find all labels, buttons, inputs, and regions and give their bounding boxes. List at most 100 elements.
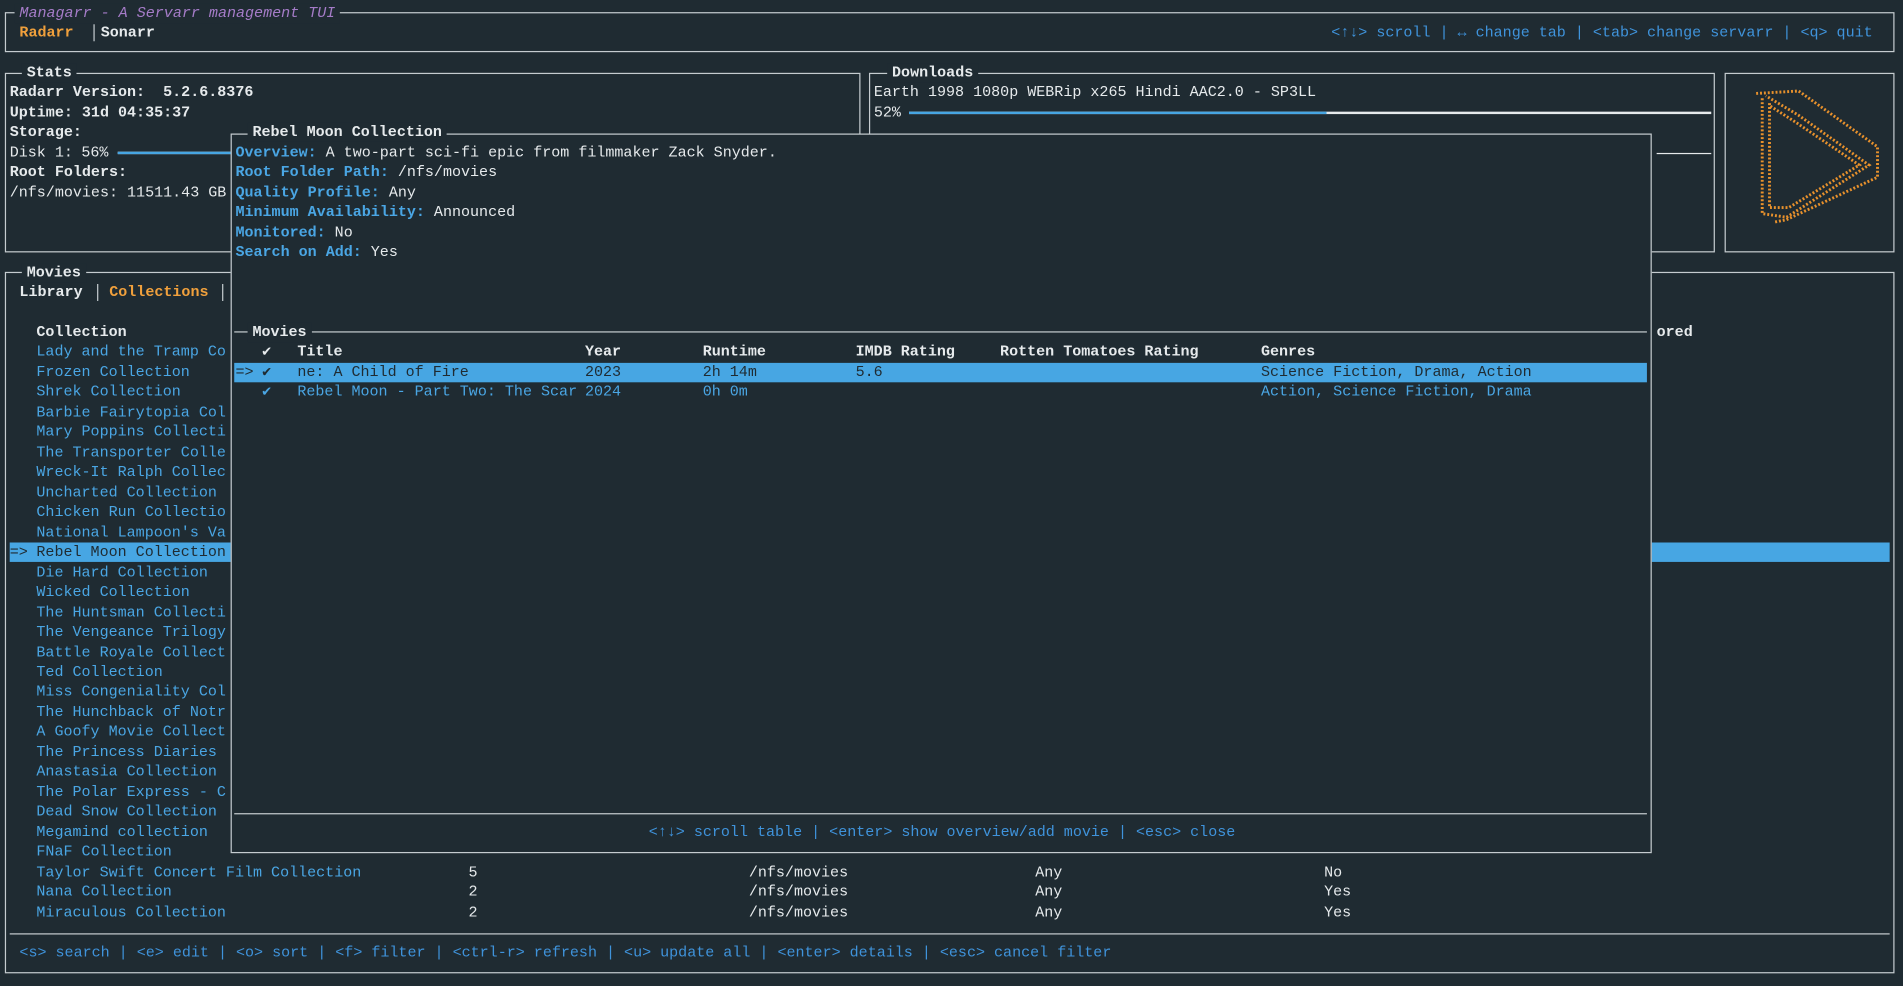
tab[interactable]: Collections <box>109 283 208 302</box>
column-header: Title <box>297 343 342 362</box>
stat: Storage: <box>10 123 82 142</box>
column-header: Collection <box>36 323 126 342</box>
panel-title: Downloads <box>887 63 978 82</box>
tab[interactable]: Sonarr <box>101 23 155 42</box>
table-cell: No <box>1324 863 1342 882</box>
table-cell: Any <box>1035 903 1062 922</box>
detail-label: Monitored: <box>235 224 325 241</box>
table-cell: Anastasia Collection <box>36 763 216 782</box>
table-cell: ✔ <box>262 383 271 402</box>
column-header: IMDB Rating <box>856 343 955 362</box>
subtable-title: Movies <box>248 323 312 342</box>
table-cell: ✔ <box>262 363 271 382</box>
detail-value: No <box>335 224 353 241</box>
table-cell: Megamind collection <box>36 823 207 842</box>
detail-label: Quality Profile: <box>235 184 379 201</box>
detail-line: Search on Add:Yes <box>235 243 397 262</box>
table-cell: Rebel Moon - Part Two: The Scar <box>297 383 577 402</box>
table-cell: 5 <box>468 863 477 882</box>
detail-line: Root Folder Path: /nfs/movies <box>235 163 497 182</box>
table-cell: National Lampoon's Va <box>36 523 226 542</box>
row-marker: => <box>10 543 28 562</box>
table-cell: Barbie Fairytopia Col <box>36 403 226 422</box>
stat: Radarr Version: 5.2.6.8376 <box>10 83 254 102</box>
table-cell: Wreck-It Ralph Collec <box>36 463 226 482</box>
table-cell: The Polar Express - C <box>36 783 226 802</box>
column-header: Year <box>585 343 621 362</box>
table-cell: Ted Collection <box>36 663 162 682</box>
table-cell: The Transporter Colle <box>36 443 226 462</box>
disk-percent: 56% <box>81 143 108 162</box>
logo-box <box>1725 73 1895 253</box>
detail-value: A two-part sci-fi epic from filmmaker Za… <box>326 144 777 161</box>
tab[interactable]: Radarr <box>19 23 73 42</box>
table-cell: 2h 14m <box>703 363 757 382</box>
tab-separator <box>93 24 94 41</box>
table-cell: 2023 <box>585 363 621 382</box>
table-cell: The Hunchback of Notr <box>36 703 226 722</box>
tab[interactable]: Library <box>19 283 82 302</box>
table-cell: Miraculous Collection <box>36 903 226 922</box>
detail-value: Announced <box>434 204 515 221</box>
help-text: <↑↓> scroll | ↔ change tab | <tab> chang… <box>1331 23 1872 42</box>
table-cell: Frozen Collection <box>36 363 189 382</box>
disk-label: Disk 1: <box>10 143 73 162</box>
table-cell: The Huntsman Collecti <box>36 603 226 622</box>
root-folder: /nfs/movies: 11511.43 GB <box>10 183 227 202</box>
table-cell: Miss Congeniality Col <box>36 683 226 702</box>
table-cell: The Vengeance Trilogy <box>36 623 226 642</box>
detail-value: /nfs/movies <box>398 164 497 181</box>
table-cell: Mary Poppins Collecti <box>36 423 226 442</box>
table-cell: Chicken Run Collectio <box>36 503 226 522</box>
table-cell: 0h 0m <box>703 383 748 402</box>
table-cell: 5.6 <box>856 363 883 382</box>
stat: Root Folders: <box>10 163 127 182</box>
table-cell: /nfs/movies <box>749 863 848 882</box>
download-name: Earth 1998 1080p WEBRip x265 Hindi AAC2.… <box>874 83 1316 102</box>
subtable-box <box>234 331 1647 814</box>
table-cell: FNaF Collection <box>36 843 171 862</box>
table-cell: Yes <box>1324 883 1351 902</box>
detail-line: Minimum Availability: Announced <box>235 203 515 222</box>
table-cell: 2 <box>468 903 477 922</box>
table-cell: /nfs/movies <box>749 903 848 922</box>
column-header: ored <box>1657 323 1693 342</box>
table-cell: Shrek Collection <box>36 383 180 402</box>
table-cell: Taylor Swift Concert Film Collection <box>36 863 361 882</box>
tab-separator <box>222 284 223 301</box>
row-marker: => <box>235 363 253 382</box>
detail-label: Overview: <box>235 144 316 161</box>
table-cell: Wicked Collection <box>36 583 189 602</box>
logo <box>1726 74 1896 254</box>
table-cell: Any <box>1035 883 1062 902</box>
app-title: Managarr - A Servarr management TUI <box>15 3 341 22</box>
table-cell: Science Fiction, Drama, Action <box>1261 363 1532 382</box>
table-cell: ne: A Child of Fire <box>297 363 468 382</box>
panel-title: Movies <box>22 263 86 282</box>
divider <box>10 933 1890 934</box>
gauge-fill <box>909 112 1326 114</box>
panel-title: Stats <box>22 63 77 82</box>
table-cell: Dead Snow Collection <box>36 803 216 822</box>
table-cell: /nfs/movies <box>749 883 848 902</box>
detail-line: Monitored: No <box>235 223 352 242</box>
table-cell: 2 <box>468 883 477 902</box>
table-cell: A Goofy Movie Collect <box>36 723 226 742</box>
table-cell: Battle Royale Collect <box>36 643 226 662</box>
table-cell: The Princess Diaries <box>36 743 216 762</box>
detail-label: Minimum Availability: <box>235 204 425 221</box>
table-cell: Yes <box>1324 903 1351 922</box>
column-header: Rotten Tomatoes Rating <box>1000 343 1199 362</box>
table-cell: Rebel Moon Collection <box>36 543 226 562</box>
detail-line: Quality Profile: Any <box>235 183 415 202</box>
popup-title: Rebel Moon Collection <box>248 123 447 142</box>
detail-label: Root Folder Path: <box>235 164 388 181</box>
table-cell: Uncharted Collection <box>36 483 216 502</box>
detail-value: Any <box>389 184 416 201</box>
gauge-track <box>1657 153 1712 154</box>
detail-line: Overview: A two-part sci-fi epic from fil… <box>235 143 776 162</box>
table-cell: Any <box>1035 863 1062 882</box>
help-text: <s> search | <e> edit | <o> sort | <f> f… <box>19 942 1111 961</box>
table-cell: Nana Collection <box>36 883 171 902</box>
column-header: Genres <box>1261 343 1315 362</box>
